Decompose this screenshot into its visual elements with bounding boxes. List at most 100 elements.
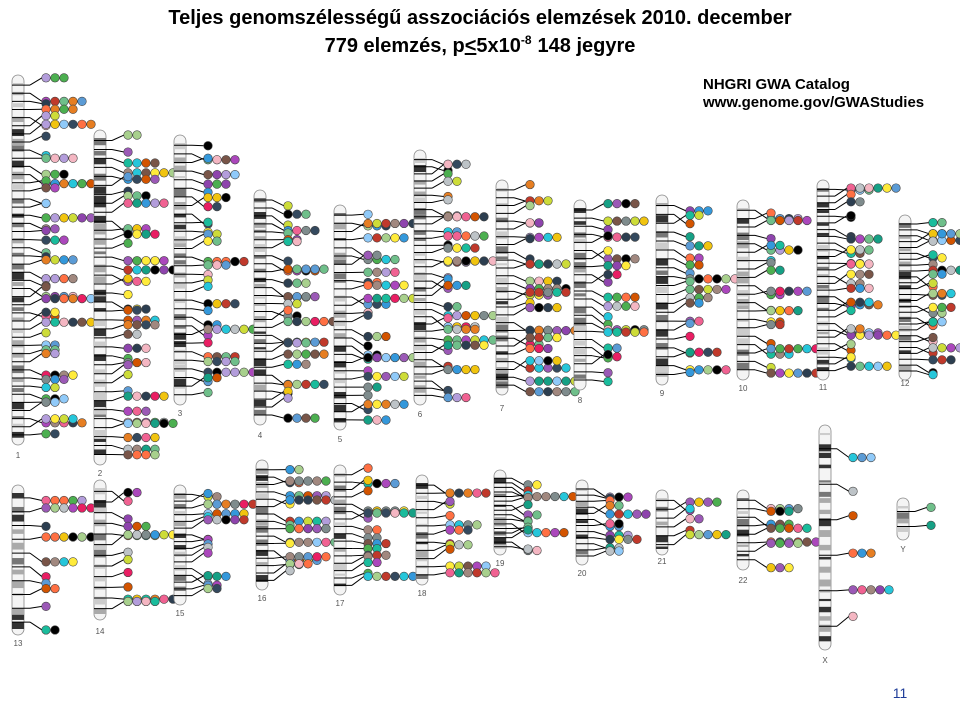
- locus-line: [593, 531, 607, 536]
- locus-line: [191, 513, 205, 516]
- chromosome-band: [574, 281, 586, 289]
- chromosome-band: [174, 282, 186, 289]
- trait-dot: [443, 243, 453, 253]
- locus-line: [111, 418, 125, 423]
- chromosome-band: [12, 83, 24, 86]
- trait-dot: [793, 245, 803, 255]
- locus-line: [29, 117, 43, 126]
- trait-dot: [292, 299, 302, 309]
- catalog-url: www.genome.gov/GWAStudies: [702, 94, 924, 111]
- trait-dot: [123, 530, 133, 540]
- trait-dot: [301, 292, 311, 302]
- trait-dot: [846, 352, 856, 362]
- trait-dot: [68, 503, 78, 513]
- locus-line: [834, 201, 848, 210]
- locus-line: [431, 302, 445, 308]
- trait-dot: [525, 376, 535, 386]
- trait-dot: [873, 361, 883, 371]
- trait-dot: [928, 278, 938, 288]
- chromosome-label: 8: [578, 396, 583, 405]
- trait-dot: [123, 596, 133, 607]
- trait-dot: [461, 340, 471, 350]
- trait-dot: [685, 232, 695, 242]
- trait-dot: [454, 488, 464, 498]
- locus-line: [834, 287, 848, 291]
- trait-dot: [443, 256, 453, 266]
- trait-dot: [41, 183, 51, 193]
- locus-line: [836, 552, 850, 556]
- trait-dot: [372, 478, 382, 489]
- locus-line: [29, 401, 43, 411]
- trait-dot: [793, 523, 803, 533]
- trait-dot: [363, 250, 373, 260]
- locus-line: [273, 513, 287, 522]
- locus-line: [273, 550, 287, 561]
- locus-line: [916, 306, 930, 313]
- trait-dot: [390, 218, 400, 229]
- locus-line: [754, 244, 768, 253]
- locus-line: [754, 243, 768, 251]
- trait-dot: [372, 399, 382, 409]
- trait-dot: [50, 169, 60, 179]
- locus-line: [513, 251, 527, 260]
- chromosome-band: [737, 338, 749, 346]
- chromosome-band: [12, 272, 24, 280]
- trait-dot: [461, 159, 471, 169]
- chromosome-band: [334, 259, 346, 265]
- locus-line: [111, 228, 125, 231]
- trait-dot: [221, 260, 231, 270]
- trait-dot: [141, 450, 151, 460]
- locus-line: [673, 335, 687, 340]
- chromosome-band: [12, 622, 24, 629]
- trait-dot: [864, 259, 874, 269]
- trait-dot: [612, 301, 622, 311]
- locus-line: [916, 282, 930, 290]
- trait-dot: [203, 192, 213, 203]
- locus-line: [351, 503, 365, 512]
- trait-dot: [41, 625, 51, 635]
- trait-dot: [937, 355, 947, 365]
- locus-line: [351, 314, 365, 323]
- trait-dot: [41, 328, 51, 338]
- trait-dot: [141, 229, 151, 239]
- trait-dot: [523, 544, 533, 554]
- chromosome-band: [334, 273, 346, 280]
- trait-dot: [623, 509, 633, 519]
- trait-dot: [443, 195, 453, 205]
- trait-dot: [221, 571, 231, 581]
- locus-line: [433, 548, 447, 559]
- chromosome-band: [254, 296, 266, 299]
- locus-line: [834, 301, 848, 311]
- chromosome-band: [256, 549, 268, 556]
- locus-line: [271, 231, 285, 234]
- locus-line: [111, 390, 125, 393]
- locus-line: [351, 223, 365, 232]
- locus-line: [29, 229, 43, 233]
- trait-dot: [882, 330, 892, 340]
- chromosome-band: [12, 160, 24, 168]
- trait-dot: [59, 414, 69, 424]
- chromosome-band: [94, 429, 106, 438]
- chromosome-band: [574, 325, 586, 331]
- locus-line: [754, 324, 768, 329]
- chromosome-band: [416, 574, 428, 579]
- trait-dot: [123, 320, 133, 330]
- chromosome-band: [254, 409, 266, 415]
- trait-dot: [141, 256, 151, 266]
- trait-dot: [41, 557, 51, 567]
- trait-dot: [59, 532, 69, 542]
- trait-dot: [703, 284, 713, 295]
- trait-dot: [775, 523, 785, 533]
- locus-line: [351, 540, 365, 545]
- chromosome-band: [414, 230, 426, 235]
- trait-dot: [321, 537, 331, 547]
- locus-line: [834, 356, 848, 365]
- trait-dot: [390, 233, 400, 243]
- locus-line: [111, 422, 125, 429]
- trait-dot: [285, 495, 295, 505]
- locus-line: [593, 494, 607, 499]
- trait-dot: [203, 179, 213, 189]
- locus-line: [273, 564, 287, 567]
- locus-line: [111, 522, 125, 527]
- chromosome: [11, 74, 25, 446]
